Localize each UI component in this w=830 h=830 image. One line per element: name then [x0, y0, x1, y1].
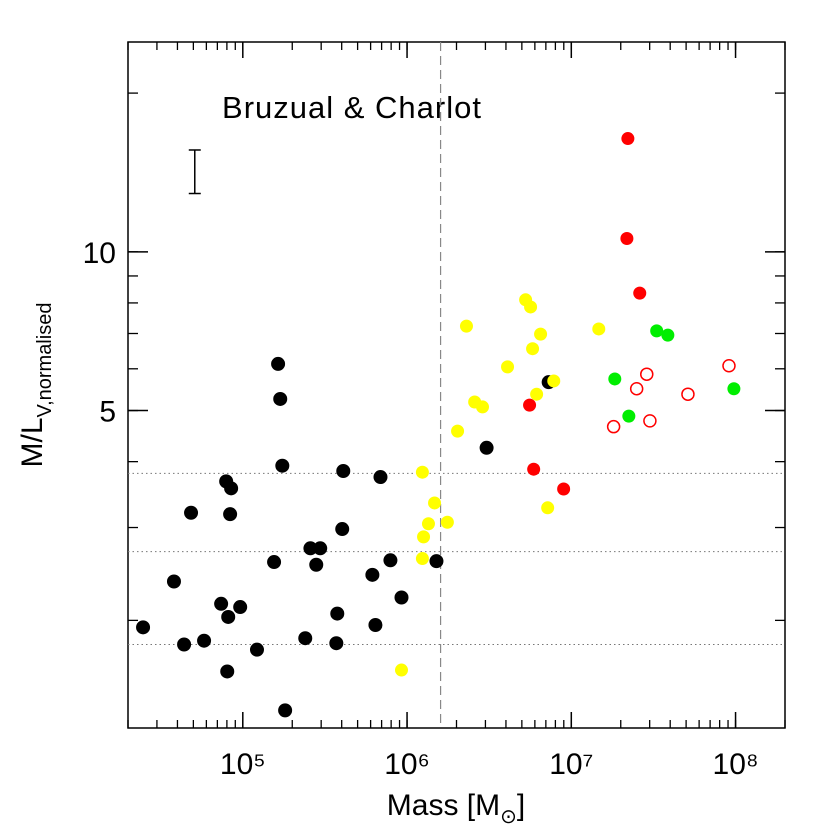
point [440, 515, 454, 529]
point [368, 617, 383, 632]
point [329, 636, 344, 651]
point [136, 620, 151, 635]
x-label-text: Mass [M [387, 789, 500, 822]
point [592, 322, 606, 336]
point [278, 703, 293, 718]
y-tick-label: 10 [83, 237, 116, 270]
point [621, 132, 635, 146]
point [177, 637, 192, 652]
point [527, 462, 541, 476]
point [373, 470, 388, 485]
point [451, 424, 465, 438]
point [394, 663, 408, 677]
point [214, 596, 229, 611]
point [166, 574, 181, 589]
point [643, 414, 657, 428]
point [640, 367, 654, 381]
plot-frame [127, 41, 786, 729]
point [415, 465, 429, 479]
x-tick-label: 10⁷ [549, 748, 593, 781]
point [722, 359, 736, 373]
point [633, 286, 647, 300]
point [309, 557, 324, 572]
x-tick-label: 10⁸ [713, 748, 759, 781]
point [650, 324, 664, 338]
point [421, 517, 435, 531]
point [524, 300, 538, 314]
point [417, 530, 431, 544]
x-tick-label: 10⁵ [220, 748, 266, 781]
point [530, 387, 544, 401]
point [271, 356, 286, 371]
point [534, 327, 548, 341]
point [273, 391, 288, 406]
y-tick-label: 5 [99, 396, 116, 429]
point [681, 387, 695, 401]
point [428, 496, 442, 510]
point [365, 567, 380, 582]
point [335, 522, 350, 537]
x-axis-label: Mass [M⊙] [387, 789, 525, 828]
point [622, 409, 636, 423]
point [221, 609, 236, 624]
point [298, 631, 313, 646]
point [541, 501, 555, 515]
point [479, 440, 494, 455]
x-label-end: ] [517, 789, 525, 822]
y-label-text: M/L [16, 417, 49, 467]
point [547, 374, 561, 388]
point [330, 606, 345, 621]
point [476, 400, 490, 414]
point [184, 505, 199, 520]
point [313, 541, 328, 556]
point [606, 419, 621, 434]
point [233, 600, 248, 615]
point [557, 482, 571, 496]
point [629, 381, 644, 396]
point [275, 458, 290, 473]
point [523, 398, 537, 412]
point [608, 372, 622, 386]
y-label-sub: V,normalised [34, 303, 56, 418]
point [501, 360, 515, 374]
point [336, 463, 351, 478]
point [220, 664, 235, 679]
point [459, 319, 473, 333]
point [197, 633, 212, 648]
x-tick-label: 10⁶ [384, 748, 430, 781]
point [661, 328, 675, 342]
point [249, 642, 264, 657]
point [267, 555, 282, 570]
point [415, 552, 429, 566]
point [429, 554, 444, 569]
point [526, 342, 540, 356]
annotation: Bruzual & Charlot [222, 90, 482, 125]
point [223, 507, 238, 522]
point [727, 382, 741, 396]
x-label-sub: ⊙ [500, 806, 517, 828]
point [224, 481, 239, 496]
point [394, 590, 409, 605]
point [383, 553, 398, 568]
point [620, 231, 634, 245]
y-axis-label: M/LV,normalised [16, 303, 56, 468]
